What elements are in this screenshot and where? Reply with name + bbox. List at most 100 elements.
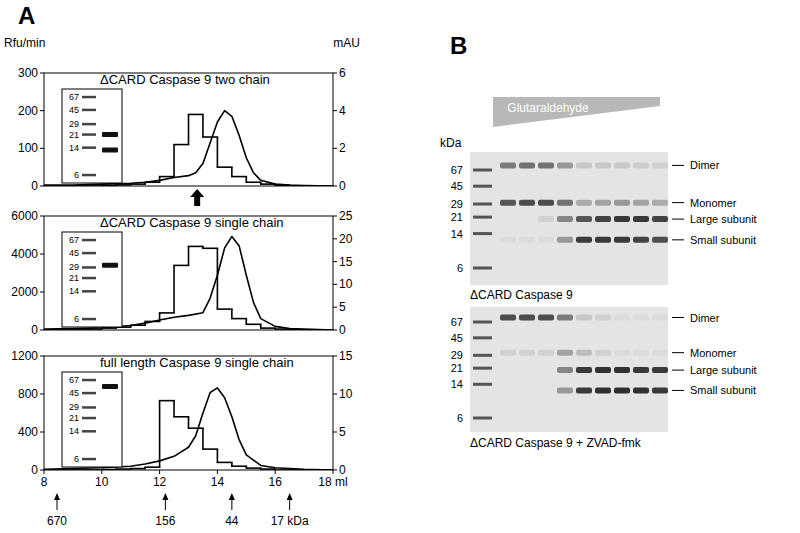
step-segment — [261, 327, 275, 329]
gel-band — [519, 367, 535, 373]
gel-band — [633, 387, 649, 393]
inset-sample-band — [102, 263, 118, 268]
gel-band — [576, 350, 592, 356]
step-segment — [203, 136, 217, 138]
step-segment — [203, 248, 217, 250]
calibration-arrowhead — [287, 493, 293, 500]
inset-ladder-band — [82, 174, 96, 177]
inset-gel: 67452921146 — [62, 89, 122, 183]
step-segment — [246, 181, 260, 183]
inset-ladder-band — [82, 252, 96, 255]
y-axis-label: Rfu/min — [4, 36, 45, 50]
inset-ladder-band — [82, 417, 96, 420]
y2-tick — [333, 432, 337, 433]
band-label-tick — [672, 352, 684, 353]
gel-band — [576, 216, 592, 222]
y2-tick — [333, 330, 337, 331]
background — [0, 0, 800, 533]
inset-ladder-label: 45 — [69, 388, 79, 398]
band-label: Small subunit — [690, 234, 756, 246]
step-riser — [217, 449, 219, 462]
band-label: Large subunit — [690, 364, 757, 376]
gel-band — [576, 387, 592, 393]
inset-ladder-band — [82, 392, 96, 395]
gel-ladder-band — [473, 321, 492, 324]
y-tick — [40, 148, 44, 149]
chart-title: full length Caspase 9 single chain — [100, 355, 294, 370]
x-tick — [159, 470, 160, 474]
gel-band — [614, 367, 630, 373]
gel-band — [633, 367, 649, 373]
y-tick — [40, 470, 44, 471]
y2-tick — [333, 307, 337, 308]
gel-band — [614, 216, 630, 222]
gel-band — [519, 216, 535, 222]
gel-ladder-band — [473, 354, 492, 357]
gel-ladder-label: 45 — [451, 332, 463, 344]
step-segment — [87, 185, 101, 186]
gel-ladder-band — [473, 232, 492, 235]
plot-frame — [44, 356, 333, 470]
step-segment — [145, 466, 159, 468]
y-tick-label: 1200 — [11, 349, 38, 363]
gel-band — [633, 315, 649, 321]
gel-band — [557, 200, 573, 206]
gel-ladder-label: 29 — [451, 198, 463, 210]
inset-ladder-band — [82, 379, 96, 382]
step-segment — [189, 427, 203, 429]
inset-sample-band — [102, 132, 118, 137]
gel-band — [614, 162, 630, 168]
gel-band — [576, 162, 592, 168]
y-tick — [40, 216, 44, 217]
x-tick — [44, 470, 45, 474]
step-riser — [159, 177, 161, 183]
band-label: Monomer — [690, 197, 737, 209]
calibration-arrowhead — [54, 493, 60, 500]
inset-sample-band — [102, 148, 118, 153]
step-riser — [188, 417, 190, 428]
y-tick-label: 800 — [18, 387, 38, 401]
gel-band — [557, 367, 573, 373]
y2-tick-label: 10 — [339, 277, 353, 291]
inset-ladder-label: 67 — [69, 375, 79, 385]
y-tick — [40, 356, 44, 357]
inset-ladder-band — [82, 146, 96, 149]
gel-background — [470, 307, 668, 432]
y2-tick — [333, 284, 337, 285]
gel-ladder-label: 67 — [451, 164, 463, 176]
step-segment — [217, 308, 231, 310]
gel-band — [614, 237, 630, 243]
inset-ladder-label: 67 — [69, 235, 79, 245]
gel-band — [595, 200, 611, 206]
band-label: Monomer — [690, 347, 737, 359]
x-tick — [217, 470, 218, 474]
band-label: Dimer — [690, 159, 720, 171]
x-tick — [333, 470, 334, 474]
gel-ladder-band — [473, 336, 492, 339]
gel-band — [538, 367, 554, 373]
y2-tick — [333, 238, 337, 239]
gel-band — [519, 387, 535, 393]
gel-band — [576, 237, 592, 243]
gel-band — [519, 162, 535, 168]
y-tick-label: 0 — [31, 179, 38, 193]
y-tick — [40, 394, 44, 395]
inset-ladder-label: 29 — [69, 119, 79, 129]
gel-background — [470, 152, 668, 285]
step-segment — [275, 469, 289, 470]
y2-tick — [333, 216, 337, 217]
y2-tick-label: 15 — [339, 349, 353, 363]
step-riser — [231, 167, 233, 176]
gel-band — [595, 387, 611, 393]
gel-panel: GlutaraldehydekDa67452921146DimerMonomer… — [440, 97, 757, 450]
step-segment — [246, 323, 260, 325]
band-label: Small subunit — [690, 384, 756, 396]
step-riser — [173, 401, 175, 417]
gel-band — [557, 216, 573, 222]
inset-ladder-label: 6 — [74, 170, 79, 180]
gel-band — [500, 162, 516, 168]
y2-tick — [333, 110, 337, 111]
step-riser — [173, 265, 175, 313]
y2-tick-label: 6 — [339, 66, 346, 80]
gel-band — [652, 367, 668, 373]
